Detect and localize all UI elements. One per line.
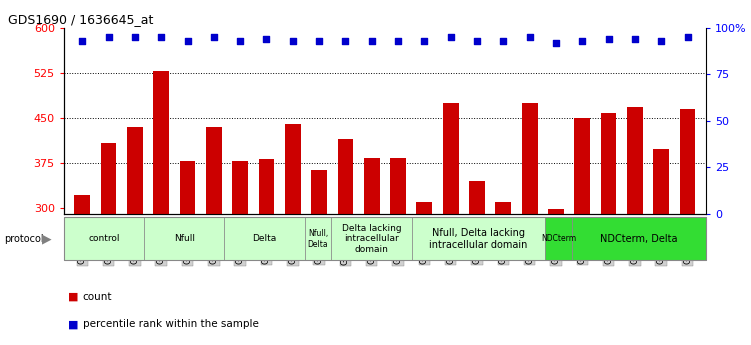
Text: NDCterm: NDCterm	[541, 234, 576, 244]
Bar	[311, 170, 327, 345]
Bar	[206, 127, 222, 345]
Point	[392, 38, 404, 43]
Text: ■: ■	[68, 319, 78, 329]
Point	[182, 38, 194, 43]
Bar	[601, 113, 617, 345]
Bar	[469, 181, 485, 345]
Text: GDS1690 / 1636645_at: GDS1690 / 1636645_at	[8, 13, 153, 27]
Bar	[680, 109, 695, 345]
Bar	[443, 103, 459, 345]
Point	[418, 38, 430, 43]
Bar	[101, 143, 116, 345]
Bar	[258, 159, 274, 345]
Bar	[417, 202, 433, 345]
Bar	[653, 149, 669, 345]
Point	[602, 36, 614, 41]
Bar	[391, 158, 406, 345]
Text: percentile rank within the sample: percentile rank within the sample	[83, 319, 258, 329]
Bar	[127, 127, 143, 345]
Bar	[337, 139, 353, 345]
Bar	[496, 202, 511, 345]
Bar	[74, 195, 90, 345]
Bar	[522, 103, 538, 345]
Point	[655, 38, 667, 43]
Point	[129, 34, 141, 40]
Text: Delta lacking
intracellular
domain: Delta lacking intracellular domain	[342, 224, 401, 254]
Point	[77, 38, 89, 43]
Text: control: control	[88, 234, 119, 244]
Text: ▶: ▶	[42, 233, 52, 245]
Text: Delta: Delta	[252, 234, 276, 244]
Bar	[548, 209, 564, 345]
Point	[576, 38, 588, 43]
Text: ■: ■	[68, 292, 78, 302]
Point	[629, 36, 641, 41]
Point	[523, 34, 535, 40]
Point	[366, 38, 378, 43]
Bar	[232, 161, 248, 345]
Text: count: count	[83, 292, 112, 302]
Text: Nfull: Nfull	[173, 234, 195, 244]
Bar	[285, 124, 300, 345]
Point	[261, 36, 273, 41]
Point	[550, 40, 562, 45]
Text: Nfull,
Delta: Nfull, Delta	[308, 229, 328, 249]
Point	[313, 38, 325, 43]
Point	[339, 38, 351, 43]
Text: Nfull, Delta lacking
intracellular domain: Nfull, Delta lacking intracellular domai…	[430, 228, 528, 250]
Text: NDCterm, Delta: NDCterm, Delta	[600, 234, 678, 244]
Point	[497, 38, 509, 43]
Point	[681, 34, 693, 40]
Bar	[363, 158, 379, 345]
Point	[445, 34, 457, 40]
Text: protocol: protocol	[4, 234, 44, 244]
Bar	[627, 107, 643, 345]
Bar	[153, 71, 169, 345]
Point	[471, 38, 483, 43]
Point	[234, 38, 246, 43]
Bar	[575, 118, 590, 345]
Point	[208, 34, 220, 40]
Point	[287, 38, 299, 43]
Bar	[179, 161, 195, 345]
Point	[155, 34, 167, 40]
Point	[103, 34, 115, 40]
